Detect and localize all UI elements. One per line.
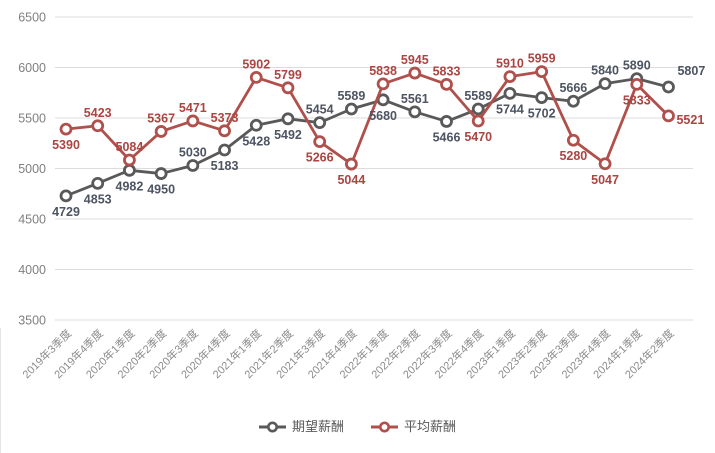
data-point-marker bbox=[471, 102, 485, 116]
data-point-label: 5744 bbox=[496, 102, 524, 116]
y-axis-tick-label: 6000 bbox=[18, 61, 46, 75]
y-axis-tick-label: 3500 bbox=[18, 314, 46, 328]
y-axis-tick-label: 5500 bbox=[18, 112, 46, 126]
data-point-label: 5890 bbox=[623, 59, 651, 73]
data-point-marker bbox=[91, 119, 105, 133]
data-point-marker bbox=[535, 65, 549, 79]
data-point-marker bbox=[598, 77, 612, 91]
data-point-marker bbox=[59, 122, 73, 136]
data-point-label: 4950 bbox=[147, 183, 175, 197]
data-point-label: 5428 bbox=[242, 134, 270, 148]
data-point-marker bbox=[440, 77, 453, 91]
data-point-label: 5470 bbox=[464, 130, 492, 144]
expected-salary-series-marker-icon bbox=[258, 421, 286, 432]
data-point-marker bbox=[154, 125, 168, 138]
data-point-marker bbox=[218, 143, 231, 157]
data-point-marker bbox=[313, 116, 327, 130]
y-axis-tick-label: 5000 bbox=[18, 162, 46, 176]
data-point-label: 5047 bbox=[591, 173, 619, 187]
y-axis-tick-label: 4000 bbox=[18, 263, 46, 277]
data-point-label: 5084 bbox=[116, 140, 144, 154]
data-point-label: 5945 bbox=[401, 53, 429, 67]
data-point-label: 5183 bbox=[211, 159, 239, 173]
data-point-label: 5589 bbox=[337, 89, 365, 103]
chart-legend: 期望薪酬 平均薪酬 bbox=[0, 419, 715, 434]
data-point-label: 5044 bbox=[337, 173, 365, 187]
data-point-marker bbox=[566, 94, 580, 108]
legend-label-expected-salary: 期望薪酬 bbox=[291, 419, 344, 434]
data-point-marker bbox=[662, 80, 675, 94]
data-point-label: 5910 bbox=[496, 57, 524, 71]
data-point-marker bbox=[186, 114, 200, 128]
data-point-label: 5373 bbox=[211, 111, 239, 125]
data-point-label: 5492 bbox=[274, 128, 302, 142]
data-point-marker bbox=[281, 81, 295, 95]
data-point-label: 4729 bbox=[52, 205, 80, 219]
data-point-marker bbox=[408, 66, 422, 80]
y-axis-tick-label: 4500 bbox=[18, 213, 46, 227]
data-point-marker bbox=[249, 70, 263, 84]
legend-label-average-salary: 平均薪酬 bbox=[404, 419, 457, 434]
data-point-label: 5680 bbox=[369, 109, 397, 123]
data-point-label: 5589 bbox=[464, 89, 492, 103]
data-point-marker bbox=[91, 176, 105, 190]
data-point-label: 5840 bbox=[591, 64, 619, 78]
data-point-marker bbox=[535, 91, 549, 104]
data-point-marker bbox=[408, 105, 422, 119]
data-point-marker bbox=[281, 112, 295, 126]
data-point-label: 4853 bbox=[84, 192, 112, 206]
data-point-label: 5390 bbox=[52, 138, 80, 152]
data-point-label: 5561 bbox=[401, 92, 429, 106]
data-point-marker bbox=[503, 86, 517, 100]
data-point-label: 5471 bbox=[179, 101, 207, 115]
data-point-label: 5833 bbox=[433, 64, 461, 78]
data-point-marker bbox=[630, 77, 644, 91]
data-point-label: 5902 bbox=[242, 57, 270, 71]
data-point-marker bbox=[376, 77, 390, 91]
data-point-label: 5280 bbox=[559, 149, 587, 163]
data-point-label: 5454 bbox=[306, 103, 334, 117]
data-point-marker bbox=[598, 157, 612, 171]
data-point-marker bbox=[566, 133, 580, 147]
data-point-marker bbox=[123, 163, 136, 177]
data-point-label: 5807 bbox=[677, 64, 705, 78]
data-point-marker bbox=[662, 109, 675, 123]
data-point-label: 5466 bbox=[433, 130, 461, 144]
data-point-label: 4982 bbox=[116, 179, 144, 193]
data-point-marker bbox=[154, 167, 168, 180]
data-point-marker bbox=[59, 189, 73, 203]
data-point-marker bbox=[249, 118, 263, 132]
data-point-label: 5367 bbox=[147, 111, 175, 125]
data-point-marker bbox=[344, 157, 358, 171]
data-point-marker bbox=[123, 153, 136, 167]
page-edge-divider bbox=[0, 328, 1, 453]
data-point-marker bbox=[218, 124, 231, 138]
legend-item-expected-salary[interactable]: 期望薪酬 bbox=[258, 419, 344, 434]
data-point-marker bbox=[471, 114, 485, 128]
data-point-marker bbox=[186, 159, 200, 172]
data-point-label: 5838 bbox=[369, 64, 397, 78]
data-point-marker bbox=[344, 102, 358, 116]
legend-item-average-salary[interactable]: 平均薪酬 bbox=[371, 419, 456, 434]
data-point-marker bbox=[503, 70, 517, 83]
data-point-label: 5266 bbox=[306, 151, 334, 165]
data-point-label: 5959 bbox=[528, 52, 556, 66]
data-point-label: 5030 bbox=[179, 145, 207, 159]
data-point-label: 5666 bbox=[559, 81, 587, 95]
data-point-label: 5799 bbox=[274, 68, 302, 82]
data-point-marker bbox=[440, 115, 453, 128]
data-point-label: 5521 bbox=[676, 113, 704, 127]
data-point-label: 5423 bbox=[84, 106, 112, 120]
y-axis-tick-label: 6500 bbox=[18, 11, 46, 25]
data-point-label: 5833 bbox=[623, 93, 651, 107]
data-point-label: 5702 bbox=[528, 107, 556, 121]
data-point-marker bbox=[313, 135, 327, 149]
average-salary-series-marker-icon bbox=[371, 421, 398, 432]
